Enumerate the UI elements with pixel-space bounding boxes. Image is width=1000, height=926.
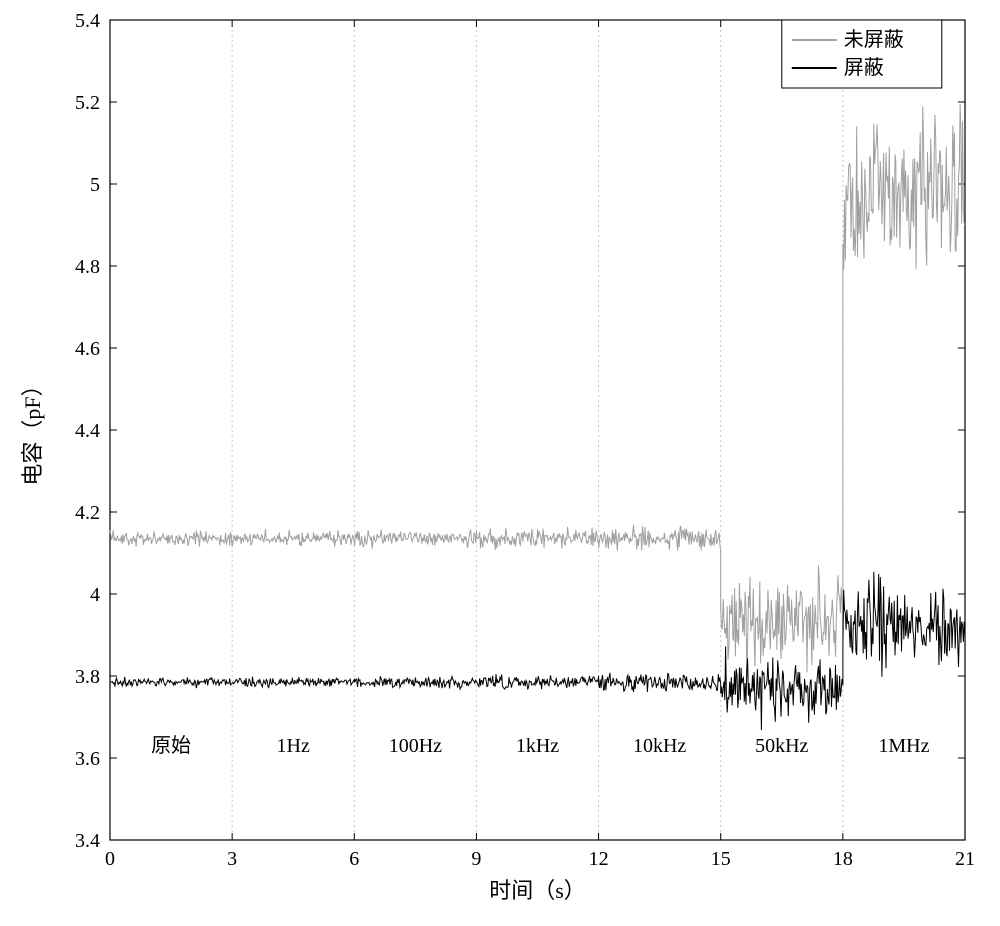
svg-text:6: 6 (349, 848, 359, 870)
svg-text:4.2: 4.2 (75, 502, 100, 524)
svg-text:1MHz: 1MHz (878, 735, 929, 757)
svg-text:屏蔽: 屏蔽 (844, 56, 884, 79)
svg-text:时间（s）: 时间（s） (489, 878, 586, 903)
chart-container: 0 3 6 9 12 15 18 21 3.4 3.6 3.8 4 4.2 4.4 4.6 4.8 5 5.2 5.… (0, 0, 1000, 926)
svg-text:18: 18 (833, 848, 853, 870)
svg-text:4.6: 4.6 (75, 338, 100, 360)
chart-svg: 0 3 6 9 12 15 18 21 3.4 3.6 3.8 4 4.2 4.4 4.6 4.8 5 5.2 5.… (0, 0, 1000, 926)
svg-text:5: 5 (90, 174, 100, 196)
svg-text:1Hz: 1Hz (277, 735, 310, 757)
svg-text:4: 4 (90, 584, 100, 606)
svg-text:3: 3 (227, 848, 237, 870)
svg-text:5.4: 5.4 (75, 10, 100, 32)
svg-text:5.2: 5.2 (75, 92, 100, 114)
svg-text:9: 9 (471, 848, 481, 870)
svg-text:3.8: 3.8 (75, 666, 100, 688)
svg-text:3.6: 3.6 (75, 748, 100, 770)
svg-text:21: 21 (955, 848, 975, 870)
svg-text:电容（pF）: 电容（pF） (20, 374, 45, 485)
svg-text:原始: 原始 (151, 734, 191, 757)
svg-text:0: 0 (105, 848, 115, 870)
svg-text:未屏蔽: 未屏蔽 (844, 28, 904, 51)
svg-text:3.4: 3.4 (75, 830, 100, 852)
svg-text:15: 15 (711, 848, 731, 870)
svg-text:50kHz: 50kHz (755, 735, 808, 757)
svg-text:10kHz: 10kHz (633, 735, 686, 757)
svg-text:4.4: 4.4 (75, 420, 100, 442)
svg-text:4.8: 4.8 (75, 256, 100, 278)
svg-text:12: 12 (589, 848, 609, 870)
svg-text:100Hz: 100Hz (389, 735, 442, 757)
svg-text:1kHz: 1kHz (516, 735, 559, 757)
